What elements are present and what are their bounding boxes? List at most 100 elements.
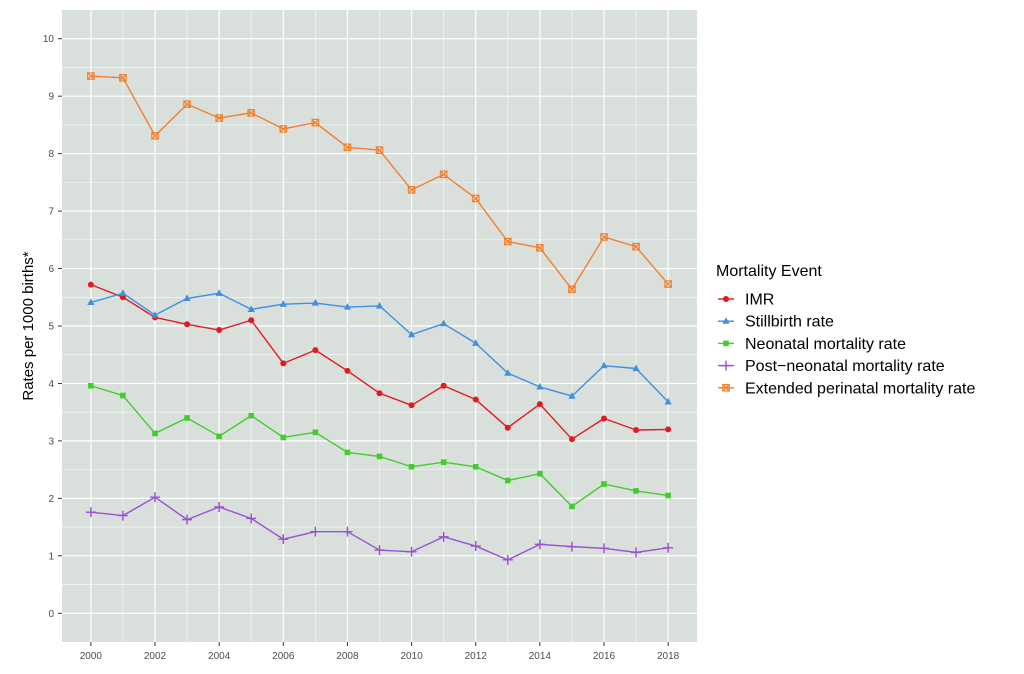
data-point (183, 100, 191, 109)
data-point (344, 449, 351, 456)
data-point (663, 542, 674, 553)
legend-key-marker-box (722, 384, 730, 392)
data-point-cross (664, 280, 672, 288)
data-point (534, 539, 545, 550)
y-tick-label: 8 (48, 149, 54, 160)
data-point (246, 513, 257, 524)
data-point-box (311, 118, 320, 127)
data-point (376, 390, 383, 397)
data-point-box (215, 114, 223, 122)
data-point (664, 397, 672, 405)
data-point (438, 531, 449, 542)
data-point (568, 392, 576, 399)
data-point (633, 488, 639, 494)
legend-key-marker (722, 317, 730, 324)
data-point (472, 463, 479, 470)
data-point-cross (375, 146, 384, 154)
legend-key-marker (723, 296, 729, 302)
data-point (247, 109, 256, 117)
x-tick-label: 2010 (400, 651, 423, 662)
data-point (537, 470, 543, 477)
data-point (280, 360, 287, 367)
data-point (151, 311, 159, 318)
data-point (214, 501, 225, 512)
data-point-box (632, 242, 640, 251)
data-point-box (407, 186, 416, 194)
data-point (342, 526, 353, 537)
series-1 (87, 289, 672, 405)
x-tick-label: 2006 (272, 651, 295, 662)
x-tick-label: 2014 (529, 651, 552, 662)
data-point-cross (472, 194, 480, 203)
legend-key (718, 317, 734, 324)
y-tick-label: 2 (48, 494, 54, 505)
data-point (472, 396, 479, 403)
x-tick-label: 2008 (336, 651, 359, 662)
data-point-box (439, 170, 448, 179)
y-tick-label: 1 (48, 551, 54, 562)
data-point (247, 305, 255, 312)
data-point (440, 382, 447, 389)
data-point (598, 543, 609, 554)
series-4 (87, 72, 672, 294)
legend-label: Neonatal mortality rate (745, 336, 906, 353)
data-point-cross (151, 132, 159, 140)
data-point (440, 459, 447, 465)
data-point-cross (407, 186, 416, 194)
data-point (566, 541, 577, 552)
x-tick-label: 2018 (657, 651, 680, 662)
data-point (343, 143, 352, 152)
data-point (568, 436, 575, 443)
data-point (439, 170, 448, 179)
data-point-cross (279, 125, 287, 133)
data-point (312, 429, 319, 436)
data-point-box (151, 132, 159, 140)
data-point-cross (343, 143, 352, 151)
data-point-cross (536, 244, 544, 252)
data-point (470, 541, 481, 552)
data-point (536, 382, 544, 390)
legend-key (718, 296, 734, 302)
y-tick-label: 7 (48, 207, 54, 218)
y-tick-label: 4 (48, 379, 54, 390)
data-point (440, 319, 448, 327)
data-point (633, 426, 640, 433)
data-point-box (471, 194, 480, 203)
data-point (601, 481, 607, 487)
y-tick-label: 3 (48, 436, 54, 447)
data-point (87, 298, 95, 306)
data-point (472, 339, 480, 346)
data-point (248, 317, 255, 324)
legend-label: IMR (745, 292, 774, 309)
data-point (248, 412, 255, 419)
y-axis-title: Rates per 1000 births* (20, 251, 37, 400)
data-point (279, 300, 287, 307)
data-point (150, 492, 161, 503)
data-point-cross (87, 72, 95, 80)
legend-label: Stillbirth rate (745, 314, 834, 331)
data-point (569, 503, 575, 510)
data-point (184, 321, 191, 328)
data-point (85, 507, 96, 518)
y-tick-label: 0 (48, 609, 54, 620)
data-point-cross (183, 100, 191, 108)
data-point (600, 361, 608, 369)
data-point (376, 453, 383, 460)
data-point (183, 294, 191, 302)
data-point-cross (440, 170, 448, 178)
legend-key (718, 340, 734, 347)
data-point (375, 146, 384, 154)
data-point (310, 526, 321, 537)
data-point (665, 426, 672, 433)
data-point (502, 554, 513, 565)
data-point (151, 132, 159, 140)
legend-title: Mortality Event (716, 263, 822, 280)
data-point (632, 364, 640, 372)
data-point (119, 73, 127, 82)
data-point (152, 430, 158, 437)
y-tick-label: 9 (48, 92, 54, 103)
x-tick-label: 2012 (465, 651, 488, 662)
data-point-box (119, 73, 127, 82)
data-point (504, 424, 511, 431)
data-point (600, 415, 607, 422)
